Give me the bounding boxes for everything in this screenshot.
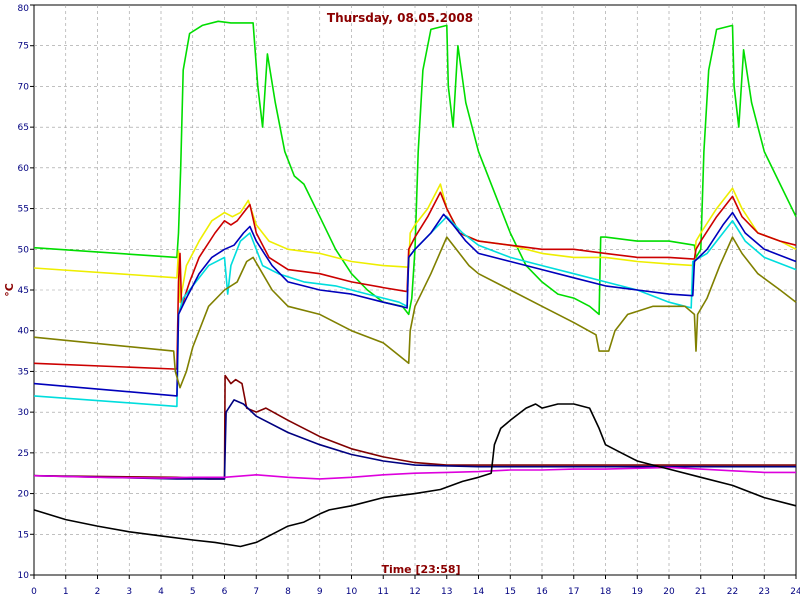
y-tick-label: 35	[18, 367, 29, 377]
y-tick-label: 45	[18, 286, 29, 296]
y-tick-label: 50	[18, 245, 30, 255]
x-tick-labels: 0 1 2 3 4 5 6 7 8 9 10 11 12 13 14 15 16 17 18 19 20 21 22 23 24	[31, 575, 800, 597]
x-tick-label: 24	[790, 587, 800, 597]
x-tick-label: 22	[727, 587, 738, 597]
x-tick-label: 3	[126, 587, 132, 597]
x-tick-label: 18	[600, 587, 612, 597]
y-tick-label: 55	[18, 205, 29, 215]
y-tick-label: 40	[18, 327, 30, 337]
x-tick-label: 12	[409, 587, 420, 597]
x-tick-label: 1	[63, 587, 69, 597]
x-tick-label: 20	[663, 587, 675, 597]
x-tick-label: 23	[759, 587, 770, 597]
x-tick-label: 14	[473, 587, 485, 597]
series-line-5	[33, 211, 797, 397]
series-line-3	[33, 191, 797, 370]
series-line-1	[33, 20, 797, 316]
series-lines	[33, 20, 797, 548]
x-tick-label: 11	[378, 587, 389, 597]
x-tick-label: 17	[568, 587, 579, 597]
x-axis-label: Time [23:58]	[381, 563, 460, 576]
y-tick-label: 60	[18, 164, 30, 174]
y-tick-label: 80	[18, 4, 30, 14]
x-tick-label: 0	[31, 587, 37, 597]
y-tick-label: 65	[18, 123, 29, 133]
series-line-6	[33, 236, 797, 389]
y-tick-label: 75	[18, 42, 29, 52]
x-tick-label: 8	[285, 587, 291, 597]
y-tick-label: 15	[18, 530, 29, 540]
series-line-10	[33, 403, 797, 548]
x-tick-label: 13	[441, 587, 452, 597]
x-tick-label: 10	[346, 587, 358, 597]
y-tick-label: 20	[18, 490, 30, 500]
x-tick-label: 6	[222, 587, 228, 597]
x-tick-label: 21	[695, 587, 706, 597]
x-tick-label: 16	[536, 587, 548, 597]
y-tick-label: 25	[18, 449, 29, 459]
x-tick-label: 15	[505, 587, 516, 597]
series-line-2	[33, 183, 797, 303]
y-tick-label: 70	[18, 82, 30, 92]
x-tick-label: 2	[95, 587, 101, 597]
x-tick-label: 9	[317, 587, 323, 597]
chart-title: Thursday, 08.05.2008	[327, 11, 473, 25]
x-tick-label: 5	[190, 587, 196, 597]
series-line-7	[33, 374, 796, 480]
x-tick-label: 7	[253, 587, 259, 597]
x-tick-label: 4	[158, 587, 164, 597]
y-tick-label: 30	[18, 408, 30, 418]
x-tick-label: 19	[632, 587, 644, 597]
series-line-9	[33, 466, 796, 480]
y-axis-label: °C	[3, 283, 16, 297]
y-tick-label: 10	[18, 571, 30, 581]
y-tick-labels: 10 15 20 25 30 35 40 45 50 55 60 65 70 75 80	[18, 4, 34, 581]
series-line-8	[33, 399, 796, 480]
